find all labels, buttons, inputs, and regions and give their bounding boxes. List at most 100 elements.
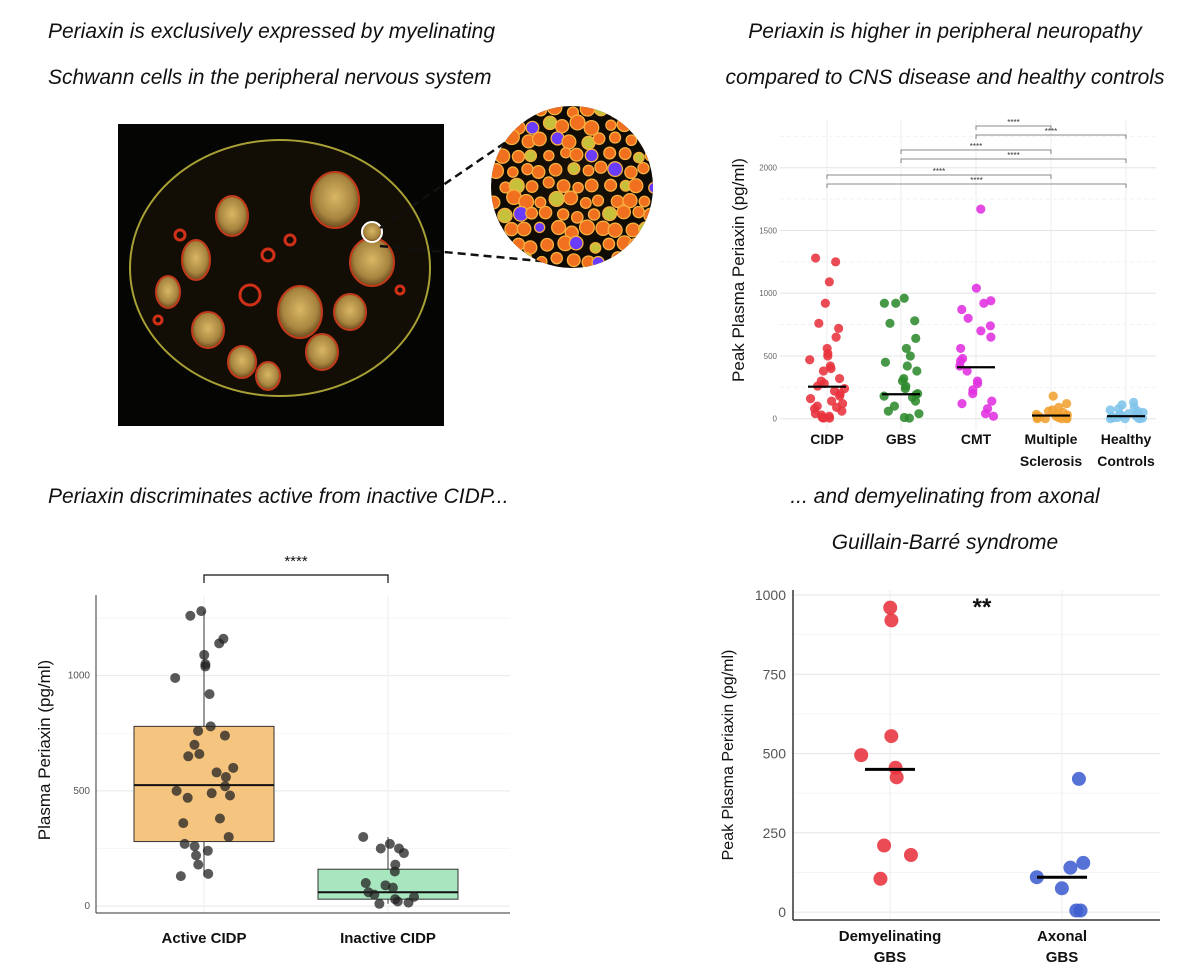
data-point [904,413,914,423]
caption-top-right: Periaxin is higher in peripheral neuropa… [700,9,1190,101]
axon-mark [648,181,653,194]
axon-mark [625,254,642,268]
data-point [976,326,986,336]
axon-mark [505,106,520,118]
axon-mark [548,162,563,177]
y-tick-label: 0 [778,904,786,920]
x-category-label: Axonal [1037,928,1087,945]
axon-mark [579,106,596,117]
axon-mark [503,128,520,146]
data-point [823,351,833,361]
x-category-label: Healthy [1101,431,1152,447]
caption-bottom-left: Periaxin discriminates active from inact… [48,474,608,520]
data-point [1054,881,1069,896]
data-point [392,896,403,907]
axon-mark [566,253,581,268]
data-point [879,391,889,401]
data-point [902,361,912,371]
zoom-connector-upper [379,136,513,230]
y-tick-label: 1000 [68,671,91,682]
y-tick-label: 250 [763,825,787,841]
axon-mark [568,235,584,251]
chart-active-vs-inactive-cidp: 0 500 1000 **** Active CIDP Inactive CIDP P… [35,553,510,947]
axon-mark [570,210,584,224]
data-point [820,298,830,308]
axon-mark [591,255,605,268]
data-point [191,850,202,861]
axon-mark [607,222,623,238]
data-point [196,606,207,617]
data-point [223,831,234,842]
data-point [879,298,889,308]
data-point [885,318,895,328]
axon-mark [511,237,526,251]
data-point [228,762,239,773]
axon-mark [579,197,592,209]
data-point [389,866,400,877]
data-point [384,838,395,849]
axon-mark [495,115,512,132]
axon-mark [602,206,618,222]
axon-mark [602,237,616,251]
axon-mark [494,148,511,164]
caption-line: Periaxin is exclusively expressed by mye… [48,20,496,43]
data-point [1076,855,1091,870]
axon-mark [616,204,632,220]
data-point [179,838,190,849]
axon-mark [567,162,581,176]
axon-mark [616,116,632,133]
axon-mark [628,237,643,253]
axon-mark [542,176,555,189]
y-axis-label: Peak Plasma Periaxin (pg/ml) [729,158,748,382]
data-point [214,638,225,649]
axon-mark [618,147,632,161]
data-point [831,257,841,267]
axon-mark [525,206,539,220]
axon-mark [608,106,624,119]
median-lines [808,366,1145,418]
data-point [903,848,918,862]
comparison-bracket [975,125,1052,130]
caption-line: Schwann cells in the peripheral nervous … [48,66,492,89]
axon-mark [569,147,584,162]
data-point [1043,406,1054,416]
axon-mark [632,117,649,134]
significance-label: ** [973,594,992,621]
nerve-micrograph [118,106,653,426]
axon-mark [525,120,540,135]
data-point [827,396,837,406]
axon-mark [507,166,519,178]
data-point [1048,391,1058,401]
axon-mark [554,118,570,134]
axon-mark [491,106,501,119]
data-point [900,383,910,394]
axon-mark [635,106,651,118]
data-point [202,845,213,856]
axon-mark [543,150,555,162]
data-point [905,351,915,361]
axon-mark [592,132,606,146]
data-point [914,409,924,419]
axon-mark [638,132,652,146]
axon-mark [556,179,571,194]
axon-mark [520,106,533,115]
data-point [873,871,888,886]
data-point [1071,771,1086,786]
axon-mark [589,241,602,254]
axon-mark [611,251,625,265]
comparison-label: **** [1007,151,1019,160]
axon-mark [551,219,567,236]
data-point [986,332,996,342]
axon-mark [644,149,653,162]
axes [792,590,1160,921]
axon-mark [648,118,653,132]
axon-mark [584,178,599,193]
data-point [360,878,371,889]
axon-mark [531,165,546,180]
data-point [899,293,909,303]
x-category-label: Active CIDP [161,930,246,947]
data-point [911,333,921,343]
data-point [987,396,997,406]
data-point [956,343,966,354]
